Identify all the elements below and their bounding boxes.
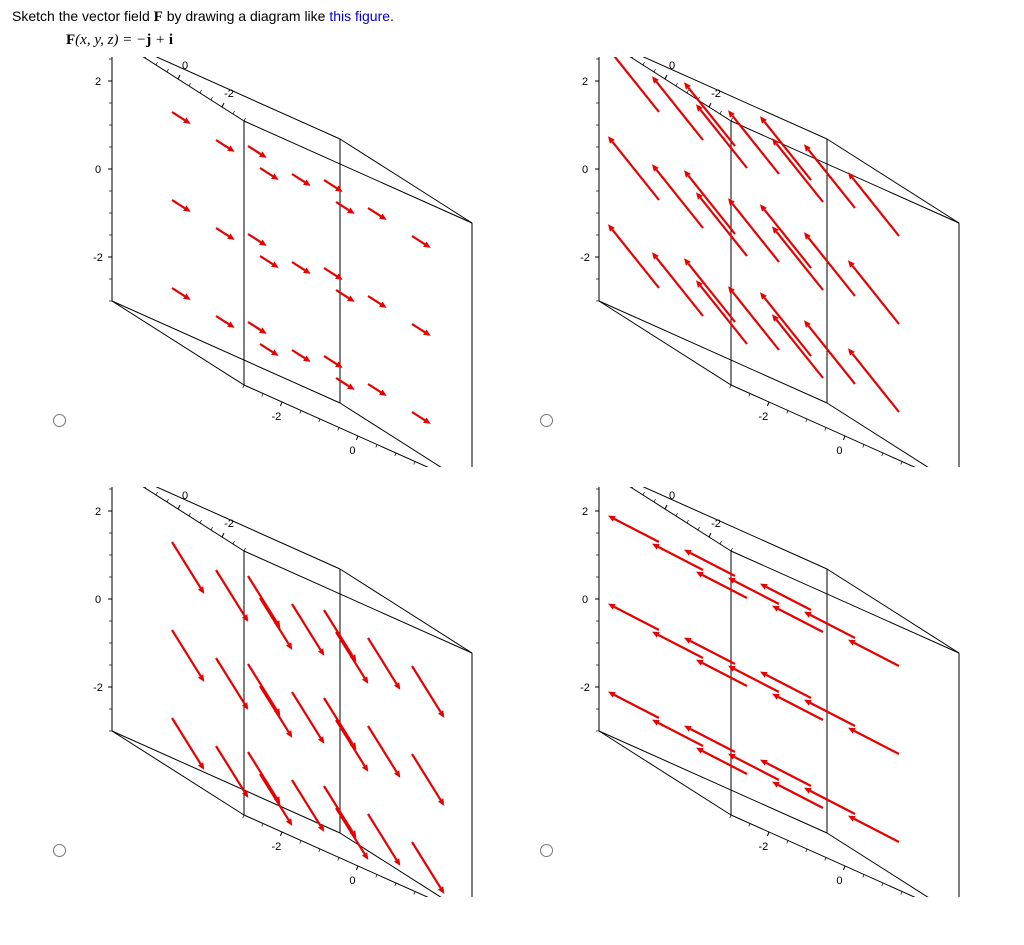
svg-text:0: 0 [349,445,355,457]
svg-text:-2: -2 [580,252,590,264]
svg-text:0: 0 [182,490,188,502]
answer-option-3[interactable]: -202-202-202xyz [48,487,525,897]
prompt-before: Sketch the vector field [12,8,154,24]
radio-option-4[interactable] [540,844,553,857]
figure-link[interactable]: this figure [329,8,390,24]
answer-option-1[interactable]: -202-202-202xyz [48,57,525,467]
svg-text:2: 2 [95,506,101,518]
svg-text:-2: -2 [580,682,590,694]
svg-text:0: 0 [582,164,588,176]
svg-text:-2: -2 [759,411,769,423]
svg-text:-2: -2 [93,252,103,264]
radio-option-3[interactable] [53,844,66,857]
svg-text:2: 2 [582,506,588,518]
svg-text:-2: -2 [272,411,282,423]
svg-text:0: 0 [582,594,588,606]
svg-text:-2: -2 [759,841,769,853]
vector-F: F [154,9,163,25]
svg-text:-2: -2 [711,518,721,530]
svg-text:0: 0 [836,445,842,457]
svg-text:2: 2 [582,76,588,88]
radio-option-2[interactable] [540,414,553,427]
prompt-after-link: . [390,8,394,24]
cube-plot-3: -202-202-202xyz [77,487,507,897]
radio-option-1[interactable] [53,414,66,427]
answer-options-grid: -202-202-202xyz -202-202-202xyz -202-202… [48,57,1012,897]
cube-plot-1: -202-202-202xyz [77,57,507,467]
answer-option-2[interactable]: -202-202-202xyz [535,57,1012,467]
svg-text:2: 2 [95,76,101,88]
svg-text:0: 0 [669,490,675,502]
question-prompt: Sketch the vector field F by drawing a d… [12,8,1012,26]
answer-option-4[interactable]: -202-202-202xyz [535,487,1012,897]
svg-text:0: 0 [669,60,675,72]
svg-text:0: 0 [836,875,842,887]
svg-text:0: 0 [349,875,355,887]
svg-text:0: 0 [95,164,101,176]
svg-text:0: 0 [95,594,101,606]
prompt-after-f: by drawing a diagram like [163,8,330,24]
cube-plot-2: -202-202-202xyz [564,57,994,467]
svg-text:0: 0 [182,60,188,72]
cube-plot-4: -202-202-202xyz [564,487,994,897]
svg-text:-2: -2 [224,88,234,100]
vector-field-equation: F(x, y, z) = −j + i [66,32,1012,49]
svg-text:-2: -2 [93,682,103,694]
svg-text:-2: -2 [711,88,721,100]
svg-text:-2: -2 [224,518,234,530]
svg-text:-2: -2 [272,841,282,853]
